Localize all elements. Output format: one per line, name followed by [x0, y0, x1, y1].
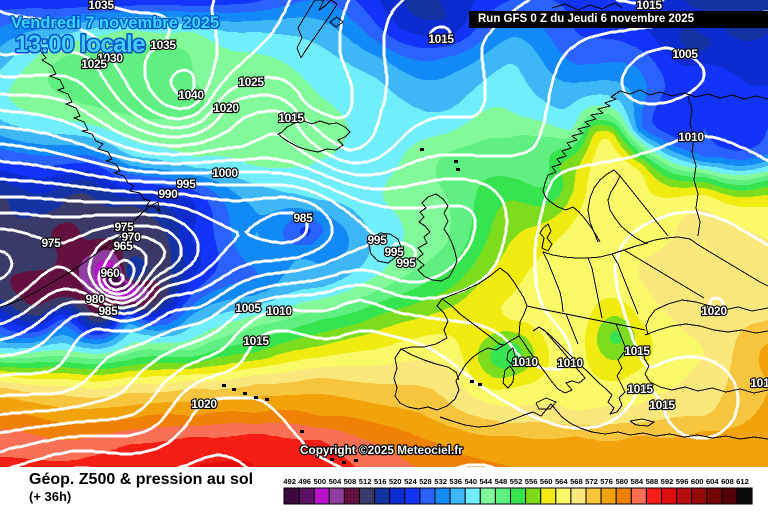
svg-text:995: 995: [384, 245, 404, 259]
svg-text:1010: 1010: [678, 130, 704, 144]
svg-text:508: 508: [344, 477, 357, 486]
svg-text:1015: 1015: [243, 334, 269, 348]
svg-text:1035: 1035: [88, 0, 114, 12]
svg-text:532: 532: [434, 477, 447, 486]
svg-text:985: 985: [293, 211, 313, 225]
svg-text:995: 995: [367, 233, 387, 247]
svg-text:572: 572: [585, 477, 598, 486]
svg-text:1040: 1040: [178, 88, 204, 102]
svg-text:588: 588: [646, 477, 659, 486]
svg-text:1015: 1015: [627, 382, 653, 396]
svg-text:612: 612: [736, 477, 749, 486]
svg-text:540: 540: [464, 477, 477, 486]
svg-text:592: 592: [661, 477, 674, 486]
svg-text:596: 596: [676, 477, 689, 486]
svg-text:1025: 1025: [81, 57, 107, 71]
svg-text:1010: 1010: [557, 356, 583, 370]
svg-text:1020: 1020: [701, 304, 727, 318]
svg-text:600: 600: [691, 477, 704, 486]
svg-text:560: 560: [540, 477, 553, 486]
svg-text:568: 568: [570, 477, 583, 486]
svg-text:492: 492: [283, 477, 296, 486]
svg-text:548: 548: [495, 477, 508, 486]
svg-text:975: 975: [41, 236, 61, 250]
svg-text:576: 576: [600, 477, 613, 486]
svg-text:1035: 1035: [150, 38, 176, 52]
svg-text:500: 500: [313, 477, 326, 486]
svg-text:604: 604: [706, 477, 719, 486]
svg-text:1015: 1015: [649, 398, 675, 412]
svg-text:564: 564: [555, 477, 568, 486]
svg-text:990: 990: [158, 187, 178, 201]
svg-text:504: 504: [329, 477, 342, 486]
svg-text:1005: 1005: [672, 47, 698, 61]
svg-text:496: 496: [298, 477, 311, 486]
svg-text:1025: 1025: [238, 75, 264, 89]
svg-text:995: 995: [396, 256, 416, 270]
svg-text:1015: 1015: [750, 376, 768, 390]
svg-text:1015: 1015: [278, 111, 304, 125]
svg-text:965: 965: [113, 239, 133, 253]
svg-text:Copyright ©2025 Meteociel.fr: Copyright ©2025 Meteociel.fr: [300, 443, 463, 457]
svg-text:1005: 1005: [235, 301, 261, 315]
svg-text:516: 516: [374, 477, 387, 486]
svg-text:608: 608: [721, 477, 734, 486]
svg-text:1010: 1010: [512, 355, 538, 369]
svg-text:524: 524: [404, 477, 417, 486]
svg-text:1010: 1010: [266, 304, 292, 318]
svg-text:1015: 1015: [624, 344, 650, 358]
svg-text:556: 556: [525, 477, 538, 486]
svg-text:528: 528: [419, 477, 432, 486]
svg-text:Vendredi 7 novembre 2025: Vendredi 7 novembre 2025: [11, 14, 219, 32]
svg-text:512: 512: [359, 477, 372, 486]
svg-text:520: 520: [389, 477, 402, 486]
svg-text:580: 580: [615, 477, 628, 486]
svg-text:1000: 1000: [212, 166, 238, 180]
svg-text:1015: 1015: [636, 0, 662, 12]
svg-text:13:00 locale: 13:00 locale: [15, 31, 145, 58]
svg-text:970: 970: [121, 230, 141, 244]
svg-text:536: 536: [449, 477, 462, 486]
svg-text:1015: 1015: [428, 32, 454, 46]
svg-text:975: 975: [114, 220, 134, 234]
svg-text:584: 584: [630, 477, 643, 486]
svg-text:995: 995: [176, 177, 196, 191]
svg-text:1030: 1030: [97, 51, 123, 65]
svg-text:1020: 1020: [213, 101, 239, 115]
svg-text:960: 960: [100, 266, 120, 280]
svg-text:980: 980: [85, 292, 105, 306]
svg-text:544: 544: [479, 477, 492, 486]
svg-text:1020: 1020: [191, 397, 217, 411]
svg-text:985: 985: [98, 304, 118, 318]
svg-text:552: 552: [510, 477, 523, 486]
